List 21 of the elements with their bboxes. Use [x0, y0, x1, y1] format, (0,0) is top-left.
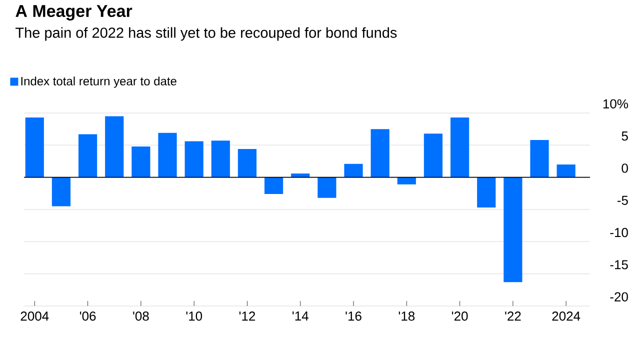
x-tick-label: '14	[292, 312, 308, 320]
chart-subtitle: The pain of 2022 has still yet to be recouped for bond funds	[16, 27, 397, 41]
x-tick-label: '08	[133, 312, 149, 321]
x-tick-label: 2004	[20, 312, 49, 321]
y-tick-label: 5	[622, 132, 628, 141]
x-tick-label: 2024	[552, 312, 580, 321]
legend-label: Index total return year to date	[21, 76, 176, 88]
x-tick-label: '06	[80, 312, 96, 321]
y-tick-label: 0	[622, 164, 628, 173]
y-tick-label: -15	[610, 260, 628, 270]
y-tick-label: -20	[610, 292, 628, 302]
y-tick-label: -5	[617, 196, 628, 205]
x-tick-label: '20	[452, 312, 468, 321]
x-tick-label: '12	[239, 312, 256, 321]
y-tick-label: -10	[610, 228, 628, 238]
chart-title: A Meager Year	[16, 5, 132, 20]
x-tick-label: '22	[505, 312, 521, 321]
x-tick-label: '18	[398, 312, 415, 321]
x-tick-label: '10	[186, 312, 202, 321]
y-tick-label: 10%	[603, 99, 628, 108]
x-tick-label: '16	[346, 312, 362, 321]
